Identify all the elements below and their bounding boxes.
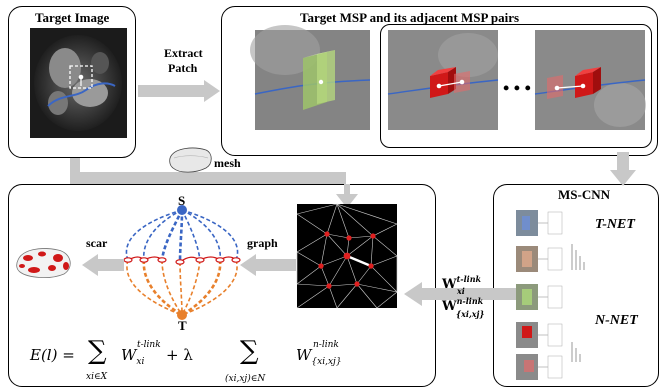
eq-term1-sub: xi bbox=[136, 357, 145, 367]
t-link-sup: t-link bbox=[456, 274, 482, 284]
eq-term2-symbol: W bbox=[296, 346, 312, 364]
graph-label: graph bbox=[247, 236, 278, 250]
eq-term2-sub: {xi,xj} bbox=[311, 357, 342, 367]
n-link-symbol: W bbox=[442, 299, 457, 314]
t-link-sub: xi bbox=[457, 286, 465, 296]
target-image-title: Target Image bbox=[35, 10, 110, 25]
scar-arrow bbox=[82, 254, 124, 276]
scar-label: scar bbox=[86, 236, 108, 250]
n-link-sub-label: {xi,xj} bbox=[456, 309, 485, 319]
eq-term1-symbol: W bbox=[121, 346, 137, 364]
eq-term2: W{xi,xj} bbox=[296, 346, 342, 367]
n-link-sub: {xi,xj} bbox=[456, 309, 485, 319]
t-net-label: T-NET bbox=[595, 217, 635, 233]
eq-term1-sup: t-link bbox=[137, 340, 161, 350]
extract-label-line2: Patch bbox=[168, 61, 198, 75]
scar-mesh-icon bbox=[16, 248, 71, 278]
sink-node-label: T bbox=[178, 318, 187, 333]
eq-sum1-under: xi∈X bbox=[86, 372, 108, 382]
mesh-thumbnail-icon bbox=[169, 147, 212, 173]
weights-arrow bbox=[404, 282, 516, 306]
eq-sum2-symbol: ∑ bbox=[240, 336, 259, 366]
graph-arrow bbox=[240, 254, 296, 276]
eq-term2-sup: n-link bbox=[313, 340, 339, 350]
mesh-label: mesh bbox=[214, 156, 241, 170]
energy-equation-lhs: E(l) = bbox=[30, 346, 75, 364]
st-graph bbox=[123, 205, 241, 320]
eq-lhs: E(l) = bbox=[30, 346, 75, 364]
t-link-sub-label: xi bbox=[457, 286, 465, 296]
eq-plus-lambda: + λ bbox=[166, 346, 193, 364]
eq-term1: Wxi bbox=[121, 346, 144, 367]
n-link-weight-label: Wn-link bbox=[442, 296, 483, 314]
extract-patch-arrow bbox=[138, 80, 220, 102]
mesh-graph bbox=[296, 203, 398, 309]
eq-sum2-under: (xi,xj)∈N bbox=[225, 374, 266, 384]
t-link-weight-label: Wt-link bbox=[442, 274, 481, 292]
target-msp-patch bbox=[250, 25, 371, 130]
to-mscnn-arrow bbox=[610, 152, 636, 186]
mscnn-title: MS-CNN bbox=[558, 187, 610, 202]
extract-label-line1: Extract bbox=[164, 46, 203, 60]
t-net-text: T-NET bbox=[595, 217, 635, 232]
n-net-text: N-NET bbox=[595, 313, 638, 328]
msp-title: Target MSP and its adjacent MSP pairs bbox=[300, 10, 520, 25]
mscnn-thumbnails bbox=[516, 210, 585, 380]
adjacent-msp-patch-2 bbox=[534, 30, 646, 130]
n-link-sup: n-link bbox=[456, 296, 484, 306]
msp-ellipsis: • • • bbox=[503, 78, 531, 98]
eq-sum1-symbol: ∑ bbox=[88, 336, 107, 366]
t-link-symbol: W bbox=[442, 277, 457, 292]
target-mri-image bbox=[30, 28, 127, 138]
source-node-label: S bbox=[178, 193, 186, 208]
mesh-connector-arrow bbox=[70, 158, 358, 208]
n-net-label: N-NET bbox=[595, 313, 638, 329]
adjacent-msp-patch-1 bbox=[387, 30, 499, 130]
